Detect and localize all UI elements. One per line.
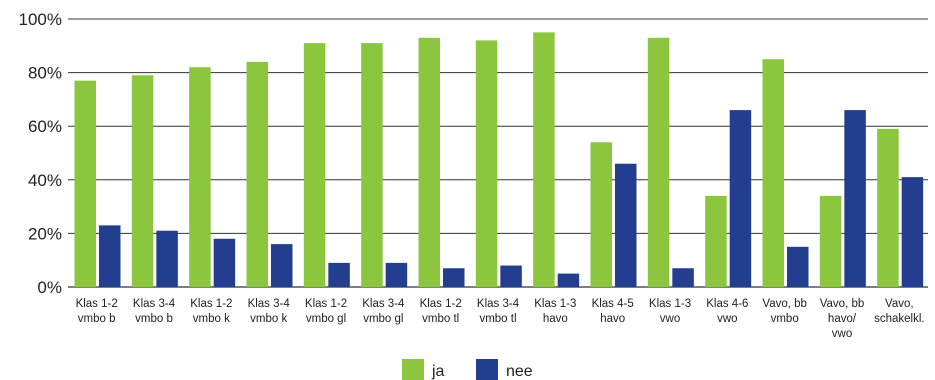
y-tick-label: 80% [28, 64, 62, 83]
y-tick-label: 40% [28, 171, 62, 190]
bar-ja-14 [877, 128, 899, 287]
bar-nee-0 [99, 225, 121, 287]
x-tick-label: Klas 3-4 vmbo k [248, 298, 291, 325]
bar-nee-6 [443, 268, 465, 287]
bar-ja-10 [647, 37, 670, 288]
bar-nee-1 [156, 230, 178, 287]
bar-nee-13 [844, 110, 866, 288]
legend-swatch-ja [402, 359, 424, 380]
y-tick-label: 100% [19, 10, 62, 29]
bar-ja-13 [819, 195, 842, 287]
bar-ja-2 [189, 67, 211, 288]
bar-ja-5 [361, 43, 383, 288]
y-tick-label: 0% [37, 278, 62, 297]
gridlines [68, 18, 928, 288]
x-tick-label: Klas 1-2 vmbo tl [420, 298, 462, 325]
x-tick-label: Vavo, schakelkl. [874, 298, 925, 325]
x-tick-label: Klas 1-3 vwo [649, 298, 691, 325]
x-tick-label: Klas 3-4 vmbo b [133, 298, 176, 325]
bar-nee-8 [557, 273, 580, 287]
bar-ja-1 [131, 75, 154, 287]
legend-label-ja: ja [431, 363, 445, 380]
y-axis-tick-labels: 0% 20% 40% 60% 80% 100% [19, 10, 62, 297]
bar-ja-9 [590, 142, 612, 287]
x-tick-label: Klas 1-3 havo [534, 298, 576, 325]
x-tick-label: Vavo, bb vmbo [762, 298, 807, 325]
x-tick-label: Klas 4-5 havo [592, 298, 634, 325]
bar-nee-14 [901, 177, 924, 287]
x-tick-label: Vavo, bb havo/vwo [820, 298, 865, 340]
bar-nee-4 [328, 262, 350, 287]
legend-label-nee: nee [506, 363, 533, 380]
x-tick-label: Klas 4-6 vwo [706, 298, 748, 325]
y-tick-label: 20% [28, 224, 62, 243]
legend-swatch-nee [476, 359, 498, 380]
x-tick-label: Klas 1-2 vmbo gl [305, 298, 347, 325]
x-tick-label: Klas 1-2 vmbo k [190, 298, 232, 325]
y-tick-label: 60% [28, 117, 62, 136]
legend: ja nee [402, 359, 533, 380]
bar-nee-7 [500, 265, 522, 287]
bar-ja-6 [418, 37, 440, 288]
bar-ja-7 [475, 40, 498, 287]
x-axis-tick-labels: Klas 1-2 vmbo b Klas 3-4 vmbo b Klas 1-2 vmbo… [76, 298, 925, 340]
bar-nee-12 [787, 246, 809, 287]
bar-nee-10 [672, 268, 694, 287]
bar-nee-9 [615, 163, 637, 287]
bar-nee-3 [271, 244, 293, 287]
bar-ja-3 [246, 61, 268, 287]
bar-nee-11 [729, 110, 752, 288]
bar-ja-8 [533, 32, 555, 288]
bar-ja-0 [74, 80, 96, 287]
x-tick-label: Klas 1-2 vmbo b [76, 298, 118, 325]
x-tick-label: Klas 3-4 vmbo gl [362, 298, 405, 325]
x-tick-label: Klas 3-4 vmbo tl [477, 298, 520, 325]
bar-ja-4 [303, 43, 326, 288]
bar-ja-11 [705, 195, 727, 287]
bar-nee-5 [385, 262, 408, 287]
bar-nee-2 [213, 238, 236, 287]
bars [74, 32, 924, 288]
bar-ja-12 [762, 59, 784, 288]
